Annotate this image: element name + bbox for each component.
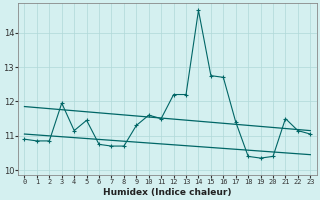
X-axis label: Humidex (Indice chaleur): Humidex (Indice chaleur) [103,188,232,197]
